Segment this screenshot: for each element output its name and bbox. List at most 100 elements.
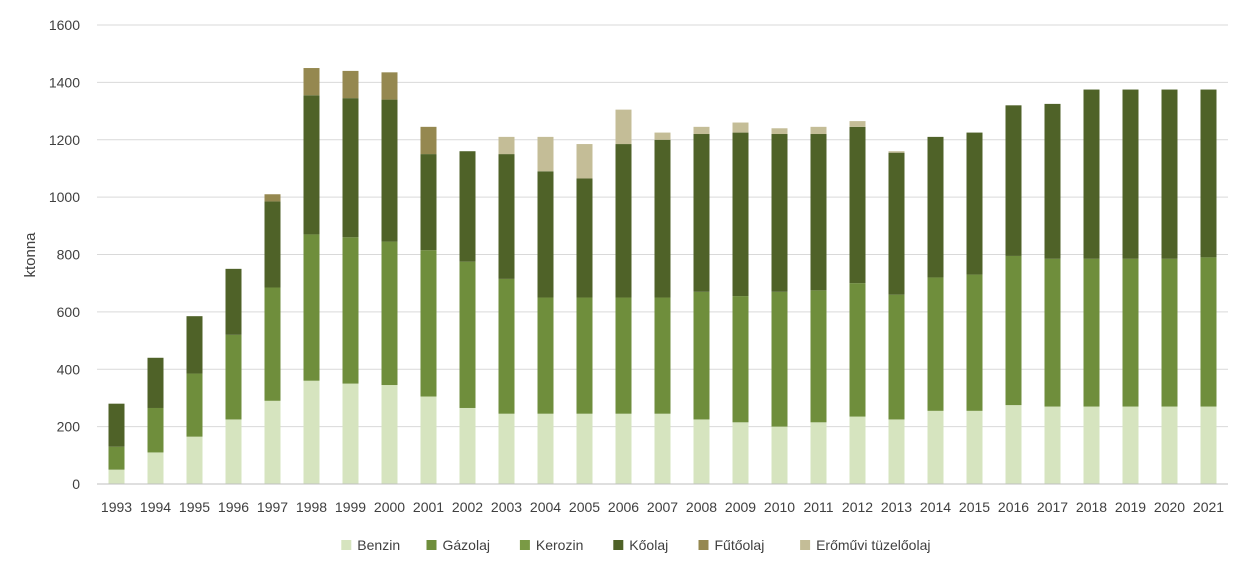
bar-segment xyxy=(771,134,788,292)
x-tick-label: 2000 xyxy=(374,499,405,515)
x-tick-label: 1998 xyxy=(296,499,327,515)
bar-stack xyxy=(615,109,632,484)
bar-segment xyxy=(615,109,632,145)
bar-stack xyxy=(693,126,710,484)
bar-segment xyxy=(342,70,359,99)
bar-segment xyxy=(888,294,905,420)
bar-segment xyxy=(537,136,554,172)
x-tick-label: 2001 xyxy=(413,499,444,515)
x-tick-label: 1997 xyxy=(257,499,288,515)
y-axis-ticks: 0 200 400 600 800 1000 1200 1400 1600 xyxy=(49,17,80,492)
bar-segment xyxy=(264,287,281,401)
x-tick-label: 2012 xyxy=(842,499,873,515)
bar-segment xyxy=(849,283,866,417)
bar-segment xyxy=(1200,406,1217,484)
bar-segment xyxy=(810,126,827,135)
bar-segment xyxy=(186,436,203,484)
y-tick-label: 1200 xyxy=(49,132,80,148)
legend-item: Kerozin xyxy=(519,537,583,553)
bar-segment xyxy=(732,132,749,297)
legend-swatch xyxy=(341,540,352,550)
bar-stack xyxy=(771,128,788,484)
bar-segment xyxy=(108,446,125,470)
bar-stack xyxy=(108,403,125,484)
bar-segment xyxy=(186,316,203,374)
bar-segment xyxy=(225,334,242,420)
bar-segment xyxy=(615,297,632,414)
bar-stack xyxy=(1161,89,1178,484)
bar-segment xyxy=(810,290,827,423)
bar-segment xyxy=(654,413,671,484)
bar-segment xyxy=(186,373,203,437)
x-tick-label: 2004 xyxy=(530,499,561,515)
x-tick-label: 2005 xyxy=(569,499,600,515)
bar-segment xyxy=(927,136,944,278)
bar-segment xyxy=(849,416,866,484)
bar-segment xyxy=(576,297,593,414)
bar-stack xyxy=(1044,103,1061,484)
bar-stack xyxy=(186,316,203,484)
bar-segment xyxy=(147,407,164,453)
bars xyxy=(108,68,1217,484)
bar-segment xyxy=(576,413,593,484)
y-tick-label: 0 xyxy=(72,476,80,492)
bar-segment xyxy=(225,268,242,335)
bar-segment xyxy=(1161,89,1178,259)
bar-segment xyxy=(1005,405,1022,484)
bar-segment xyxy=(1044,406,1061,484)
x-tick-label: 1996 xyxy=(218,499,249,515)
bar-segment xyxy=(303,380,320,484)
x-tick-label: 1993 xyxy=(101,499,132,515)
bar-segment xyxy=(1044,258,1061,407)
bar-segment xyxy=(498,413,515,484)
bar-stack xyxy=(576,144,593,484)
bar-segment xyxy=(1083,258,1100,407)
bar-segment xyxy=(732,422,749,484)
bar-stack xyxy=(888,151,905,484)
bar-segment xyxy=(108,403,125,447)
bar-segment xyxy=(342,383,359,484)
bar-segment xyxy=(888,419,905,484)
bar-segment xyxy=(381,99,398,242)
bar-segment xyxy=(771,291,788,427)
bar-segment xyxy=(810,422,827,484)
legend-swatch xyxy=(800,540,811,550)
bar-segment xyxy=(537,171,554,298)
y-tick-label: 1000 xyxy=(49,189,80,205)
bar-segment xyxy=(693,126,710,135)
bar-segment xyxy=(1200,257,1217,407)
bar-segment xyxy=(303,234,320,381)
bar-segment xyxy=(888,152,905,295)
legend-item: Gázolaj xyxy=(426,537,490,553)
x-tick-label: 2006 xyxy=(608,499,639,515)
bar-segment xyxy=(303,68,320,96)
x-tick-label: 2009 xyxy=(725,499,756,515)
y-tick-label: 800 xyxy=(57,247,81,263)
bar-segment xyxy=(615,413,632,484)
bar-stack xyxy=(381,72,398,484)
bar-segment xyxy=(147,452,164,484)
bar-segment xyxy=(771,128,788,135)
bar-segment xyxy=(420,250,437,397)
bar-segment xyxy=(225,419,242,484)
bar-stack xyxy=(927,136,944,484)
bar-segment xyxy=(1122,406,1139,484)
x-tick-label: 2021 xyxy=(1193,499,1224,515)
bar-segment xyxy=(303,95,320,235)
bar-segment xyxy=(1005,105,1022,256)
bar-segment xyxy=(1161,258,1178,407)
legend-label: Gázolaj xyxy=(443,537,490,553)
bar-segment xyxy=(654,297,671,414)
bar-segment xyxy=(1122,89,1139,259)
x-tick-label: 2017 xyxy=(1037,499,1068,515)
x-tick-label: 1999 xyxy=(335,499,366,515)
bar-stack xyxy=(810,126,827,484)
legend-item: Erőművi tüzelőolaj xyxy=(800,537,930,553)
bar-segment xyxy=(264,194,281,202)
bar-segment xyxy=(147,357,164,408)
x-tick-label: 2014 xyxy=(920,499,951,515)
bar-stack xyxy=(303,68,320,484)
bar-segment xyxy=(888,151,905,153)
bar-segment xyxy=(1005,255,1022,406)
